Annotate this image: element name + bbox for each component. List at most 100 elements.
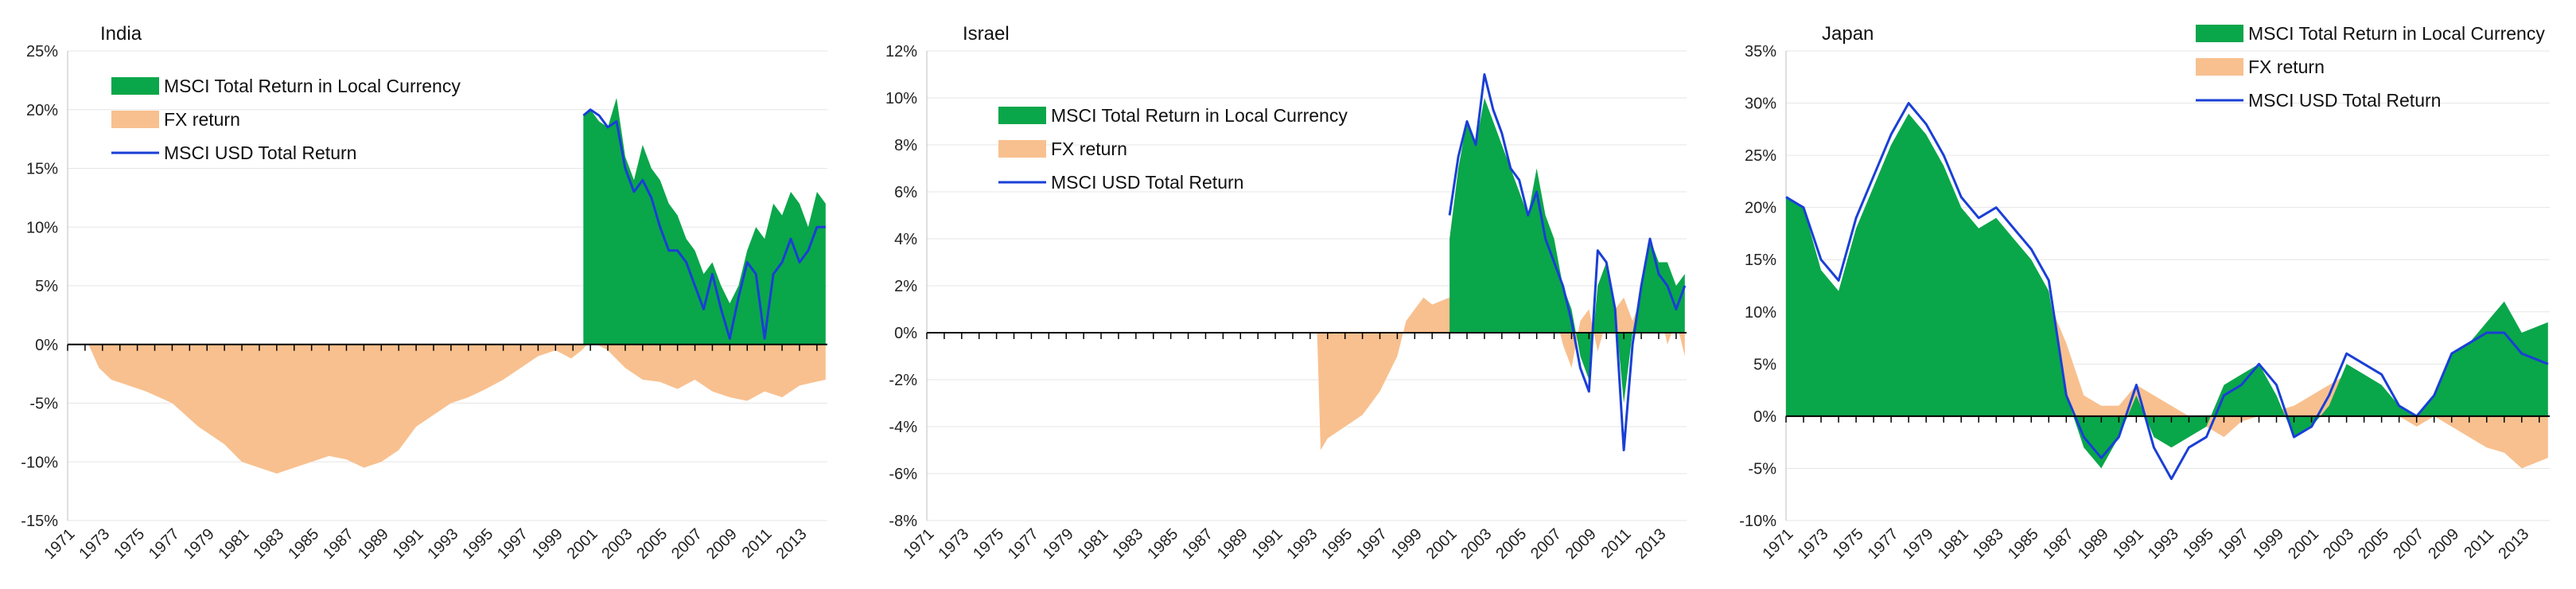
y-tick-label: 4% — [894, 231, 917, 248]
x-tick-label: 1991 — [2110, 525, 2147, 563]
chart-title: Israel — [963, 23, 1010, 45]
x-tick-label: 1997 — [1353, 525, 1391, 563]
y-tick-label: 20% — [26, 102, 58, 119]
y-tick-label: 15% — [26, 161, 58, 178]
x-tick-label: 1985 — [285, 525, 322, 563]
legend: MSCI Total Return in Local Currency FX re… — [998, 105, 1348, 193]
x-tick-label: 1987 — [1179, 525, 1216, 563]
y-tick-label: 0% — [894, 325, 917, 342]
x-tick-label: 2007 — [1527, 525, 1565, 563]
y-tick-label: 0% — [1753, 408, 1776, 426]
x-tick-label: 1977 — [1005, 525, 1042, 563]
x-tick-label: 1999 — [529, 525, 566, 563]
y-tick-label: -6% — [889, 466, 917, 483]
legend-label-usd: MSCI USD Total Return — [2248, 90, 2441, 111]
y-tick-label: 20% — [1745, 200, 1776, 217]
x-tick-label: 1999 — [1388, 525, 1426, 563]
y-tick-label: -2% — [889, 372, 917, 389]
x-tick-label: 2001 — [564, 525, 601, 563]
x-tick-label: 1993 — [2145, 525, 2182, 563]
local-currency-area — [1449, 98, 1685, 404]
y-tick-label: -5% — [1748, 460, 1776, 478]
y-tick-label: 30% — [1745, 96, 1776, 113]
x-tick-label: 2009 — [1562, 525, 1600, 563]
x-tick-label: 1981 — [216, 525, 253, 563]
chart-panel-india: -15%-10%-5%0%5%10%15%20%25%1971197319751… — [21, 23, 827, 563]
x-tick-label: 2013 — [2495, 525, 2532, 563]
legend-swatch-local — [2196, 25, 2243, 42]
local-currency-area — [583, 98, 826, 345]
x-tick-label: 2007 — [668, 525, 706, 563]
y-tick-label: 5% — [1753, 356, 1776, 373]
y-tick-label: -8% — [889, 513, 917, 530]
x-tick-label: 2005 — [1492, 525, 1530, 563]
x-tick-label: 1991 — [390, 525, 427, 563]
x-tick-label: 1983 — [1109, 525, 1146, 563]
chart-panel-israel: -8% -6% -4% -2% 0% 2% 4% 6% 8% 10% 12% 197119731975… — [885, 23, 1687, 563]
legend: MSCI Total Return in Local Currency FX re… — [2196, 23, 2545, 111]
y-tick-label: 25% — [1745, 147, 1776, 165]
x-tick-label: 1983 — [250, 525, 287, 563]
x-tick-label: 1975 — [970, 525, 1007, 563]
x-tick-label: 1985 — [1144, 525, 1181, 563]
x-tick-label: 1975 — [111, 525, 148, 563]
y-tick-label: -10% — [1739, 513, 1776, 530]
x-tick-label: 1989 — [1214, 525, 1251, 563]
x-tick-label: 1981 — [1935, 525, 1972, 563]
legend-label-local: MSCI Total Return in Local Currency — [1051, 105, 1348, 126]
y-tick-label: 0% — [35, 337, 58, 354]
y-tick-label: 8% — [894, 137, 917, 154]
x-tick-label: 1971 — [901, 525, 938, 563]
y-tick-label: 2% — [894, 278, 917, 295]
x-tick-label: 1979 — [181, 525, 218, 563]
legend-swatch-fx — [111, 111, 159, 128]
x-tick-label: 1997 — [494, 525, 531, 563]
x-tick-label: 2003 — [598, 525, 636, 563]
y-tick-label: -4% — [889, 419, 917, 436]
x-tick-label: 1975 — [1830, 525, 1867, 563]
x-tick-label: 1993 — [424, 525, 461, 563]
local-currency-area — [1786, 113, 2548, 469]
x-tick-label: 2005 — [633, 525, 671, 563]
y-tick-label: -15% — [21, 513, 58, 530]
usd-total-return-line — [1785, 102, 2549, 481]
usd-total-return-line — [582, 108, 826, 340]
x-tick-label: 2003 — [1457, 525, 1495, 563]
x-tick-label: 2011 — [2461, 525, 2497, 562]
usd-total-return-line — [1448, 73, 1687, 451]
x-tick-label: 2007 — [2390, 525, 2427, 563]
legend-label-usd: MSCI USD Total Return — [1051, 172, 1243, 193]
x-tick-label: 1997 — [2215, 525, 2252, 563]
x-tick-label: 1979 — [1900, 525, 1937, 563]
x-tick-label: 1989 — [2075, 525, 2112, 563]
chart-panel-japan: -10%-5%0%5%10%15%20%25%30%35%19711973197… — [1739, 23, 2550, 563]
y-tick-label: 15% — [1745, 252, 1776, 269]
x-tick-label: 1987 — [320, 525, 357, 563]
x-tick-label: 1985 — [2005, 525, 2042, 563]
x-tick-label: 1981 — [1075, 525, 1112, 563]
x-tick-label: 1987 — [2040, 525, 2077, 563]
x-tick-label: 2001 — [1423, 525, 1461, 563]
x-tick-label: 1971 — [1760, 525, 1797, 563]
x-tick-label: 2011 — [1598, 525, 1635, 562]
legend-label-local: MSCI Total Return in Local Currency — [2248, 23, 2545, 44]
y-tick-label: 10% — [885, 90, 917, 107]
x-tick-label: 1995 — [459, 525, 496, 563]
x-tick-label: 2001 — [2285, 525, 2322, 563]
legend-swatch-fx — [2196, 58, 2243, 76]
y-tick-label: 25% — [26, 43, 58, 60]
x-tick-label: 1999 — [2250, 525, 2287, 563]
x-tick-label: 2009 — [703, 525, 741, 563]
legend: MSCI Total Return in Local Currency FX re… — [111, 76, 461, 163]
x-tick-label: 1973 — [935, 525, 972, 563]
x-tick-label: 1989 — [355, 525, 392, 563]
x-tick-label: 2003 — [2320, 525, 2357, 563]
legend-swatch-fx — [998, 140, 1046, 158]
x-tick-label: 1977 — [146, 525, 183, 563]
y-tick-label: 35% — [1745, 43, 1776, 60]
chart-title: Japan — [1822, 23, 1874, 45]
y-tick-label: 10% — [1745, 304, 1776, 322]
y-tick-label: 10% — [26, 219, 58, 236]
